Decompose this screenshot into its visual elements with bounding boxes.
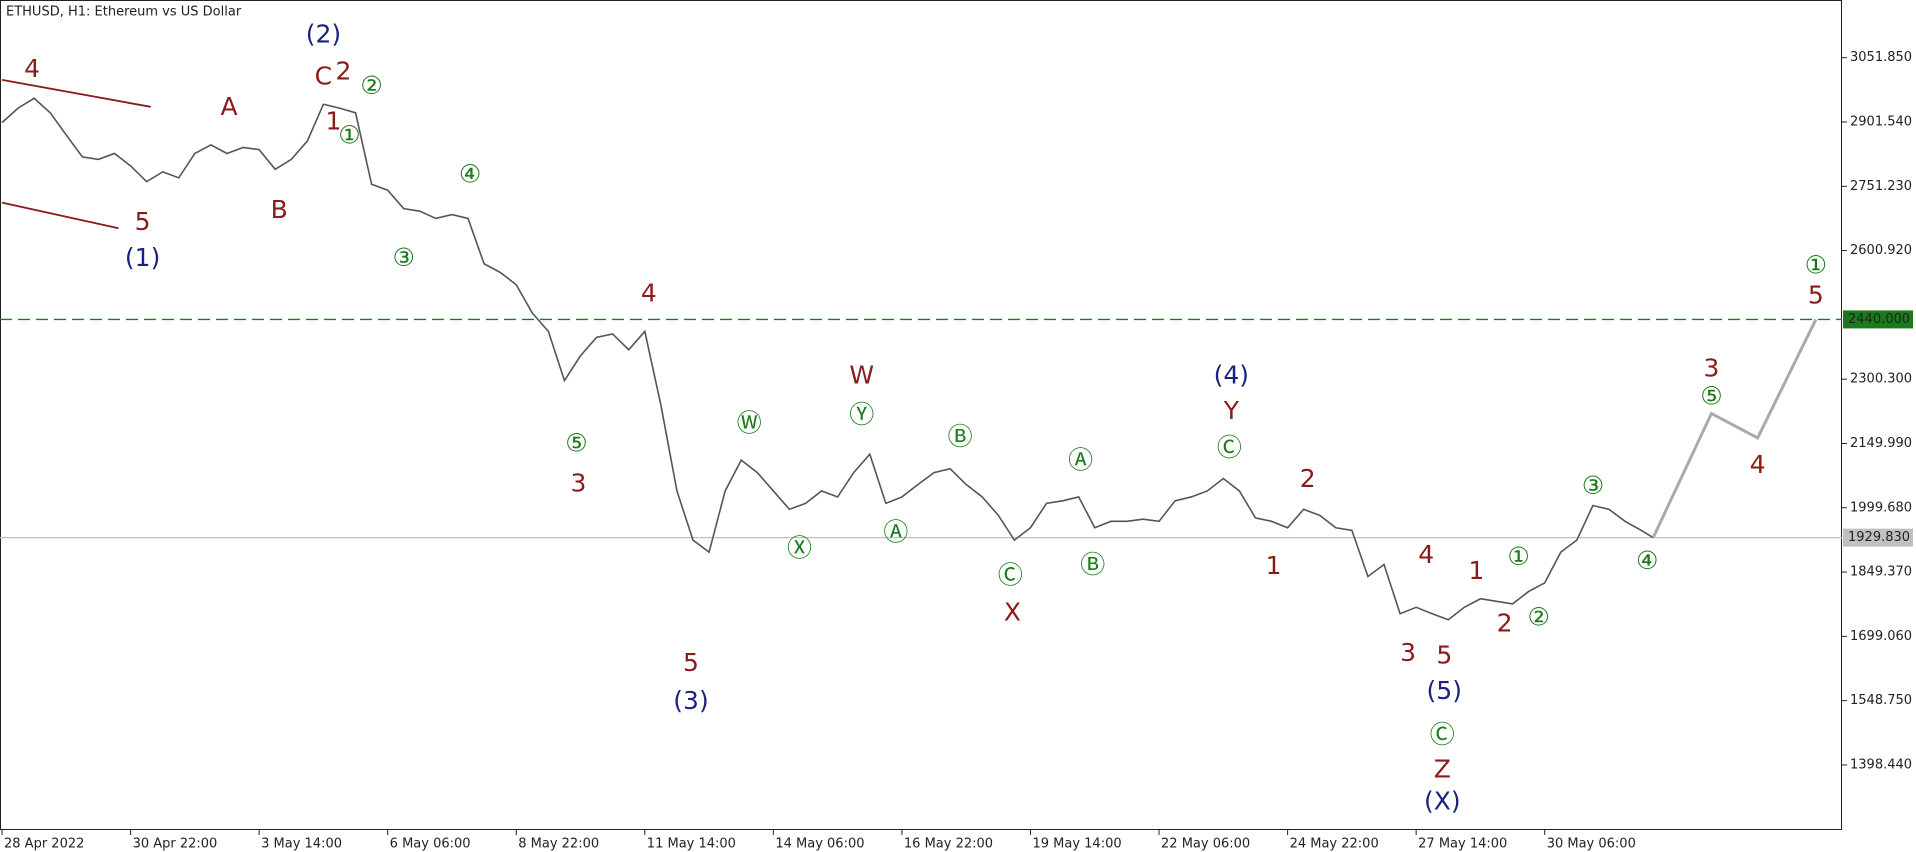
price-level-box bbox=[1843, 528, 1913, 547]
price-line bbox=[1, 97, 1654, 621]
wave-label: Ⓒ bbox=[998, 561, 1023, 590]
wave-label: (1) bbox=[125, 243, 160, 272]
wave-label: ⑤ bbox=[565, 428, 587, 457]
wave-label: 2 bbox=[336, 57, 352, 86]
wave-label: Ⓐ bbox=[883, 518, 908, 547]
y-tick-label: 2901.540 bbox=[1850, 114, 1912, 129]
y-tick-label: 2600.920 bbox=[1850, 243, 1912, 258]
wave-label: Z bbox=[1434, 755, 1451, 784]
wave-label: Ⓒ bbox=[1430, 720, 1455, 749]
wave-label: Ⓨ bbox=[849, 400, 874, 429]
wave-label: 2 bbox=[1300, 464, 1316, 493]
wave-label: W bbox=[849, 361, 874, 390]
x-tick-label: 30 May 06:00 bbox=[1547, 837, 1636, 852]
wave-label: (5) bbox=[1427, 676, 1462, 705]
wave-label: 4 bbox=[1418, 540, 1434, 569]
x-tick-label: 16 May 22:00 bbox=[904, 837, 993, 852]
x-tick-label: 30 Apr 22:00 bbox=[133, 837, 218, 852]
wave-label: 3 bbox=[1703, 353, 1719, 382]
x-tick-label: 11 May 14:00 bbox=[647, 837, 736, 852]
wave-label: Ⓧ bbox=[787, 534, 812, 563]
wave-label: 1 bbox=[1266, 551, 1282, 580]
price-level-label: 2440.000 bbox=[1848, 312, 1910, 327]
wave-label: ⑤ bbox=[1700, 382, 1722, 411]
y-tick-label: 1548.750 bbox=[1850, 693, 1912, 708]
price-level-box bbox=[1843, 310, 1913, 329]
wave-label: (2) bbox=[306, 19, 341, 48]
wave-label: (4) bbox=[1214, 361, 1249, 390]
wave-label: B bbox=[271, 195, 288, 224]
x-tick-label: 22 May 06:00 bbox=[1161, 837, 1250, 852]
y-tick-label: 1849.370 bbox=[1850, 565, 1912, 580]
y-tick-label: 3051.850 bbox=[1850, 50, 1912, 65]
x-tick-label: 14 May 06:00 bbox=[775, 837, 864, 852]
wave-label: X bbox=[1004, 598, 1021, 627]
wave-label: Ⓒ bbox=[1217, 433, 1242, 462]
wave-label: ② bbox=[360, 71, 382, 100]
wave-label: 5 bbox=[683, 648, 699, 677]
wave-label: 4 bbox=[24, 54, 40, 83]
plot-frame bbox=[0, 0, 1842, 830]
wave-label: 5 bbox=[1808, 281, 1824, 310]
wave-label: 1 bbox=[1468, 556, 1484, 585]
wave-label: 4 bbox=[641, 279, 657, 308]
x-tick-label: 6 May 06:00 bbox=[390, 837, 471, 852]
wave-label: C bbox=[315, 61, 332, 90]
x-tick-label: 27 May 14:00 bbox=[1418, 837, 1507, 852]
wave-label: 5 bbox=[135, 207, 151, 236]
wave-label: 4 bbox=[1750, 450, 1766, 479]
y-tick-label: 1699.060 bbox=[1850, 629, 1912, 644]
y-tick-label: 1999.680 bbox=[1850, 500, 1912, 515]
wave-label: Ⓦ bbox=[737, 409, 762, 438]
wave-label: Y bbox=[1223, 396, 1240, 425]
y-tick-label: 2751.230 bbox=[1850, 179, 1912, 194]
x-tick-label: 24 May 22:00 bbox=[1290, 837, 1379, 852]
chart-title: ETHUSD, H1: Ethereum vs US Dollar bbox=[6, 5, 242, 20]
wave-label: ① bbox=[1507, 542, 1529, 571]
wave-label: Ⓐ bbox=[1068, 445, 1093, 474]
wave-label: 3 bbox=[571, 469, 587, 498]
forecast-line bbox=[1651, 318, 1818, 539]
x-tick-label: 3 May 14:00 bbox=[261, 837, 342, 852]
x-tick-label: 28 Apr 2022 bbox=[4, 837, 84, 852]
y-tick-label: 2300.300 bbox=[1850, 372, 1912, 387]
wave-label: ① bbox=[1805, 250, 1827, 279]
price-level-label: 1929.830 bbox=[1848, 530, 1910, 545]
wave-label: ④ bbox=[459, 160, 481, 189]
x-tick-label: 8 May 22:00 bbox=[518, 837, 599, 852]
wave-label: Ⓑ bbox=[1080, 550, 1105, 579]
wave-label: 2 bbox=[1497, 608, 1513, 637]
wave-label: 3 bbox=[1400, 638, 1416, 667]
wave-label: 5 bbox=[1436, 640, 1452, 669]
wave-label: ④ bbox=[1636, 546, 1658, 575]
y-tick-label: 1398.440 bbox=[1850, 757, 1912, 772]
wave-label: (X) bbox=[1424, 786, 1461, 815]
channel-line bbox=[1, 201, 119, 230]
y-tick-label: 2149.990 bbox=[1850, 436, 1912, 451]
channel-line bbox=[1, 78, 151, 108]
x-tick-label: 19 May 14:00 bbox=[1032, 837, 1121, 852]
wave-label: ① bbox=[338, 120, 360, 149]
wave-label: A bbox=[220, 92, 237, 121]
wave-label: ② bbox=[1527, 602, 1549, 631]
wave-label: 1 bbox=[325, 107, 341, 136]
wave-label: ③ bbox=[1582, 471, 1604, 500]
wave-label: (3) bbox=[673, 686, 708, 715]
wave-label: Ⓑ bbox=[948, 422, 973, 451]
wave-label: ③ bbox=[393, 243, 415, 272]
